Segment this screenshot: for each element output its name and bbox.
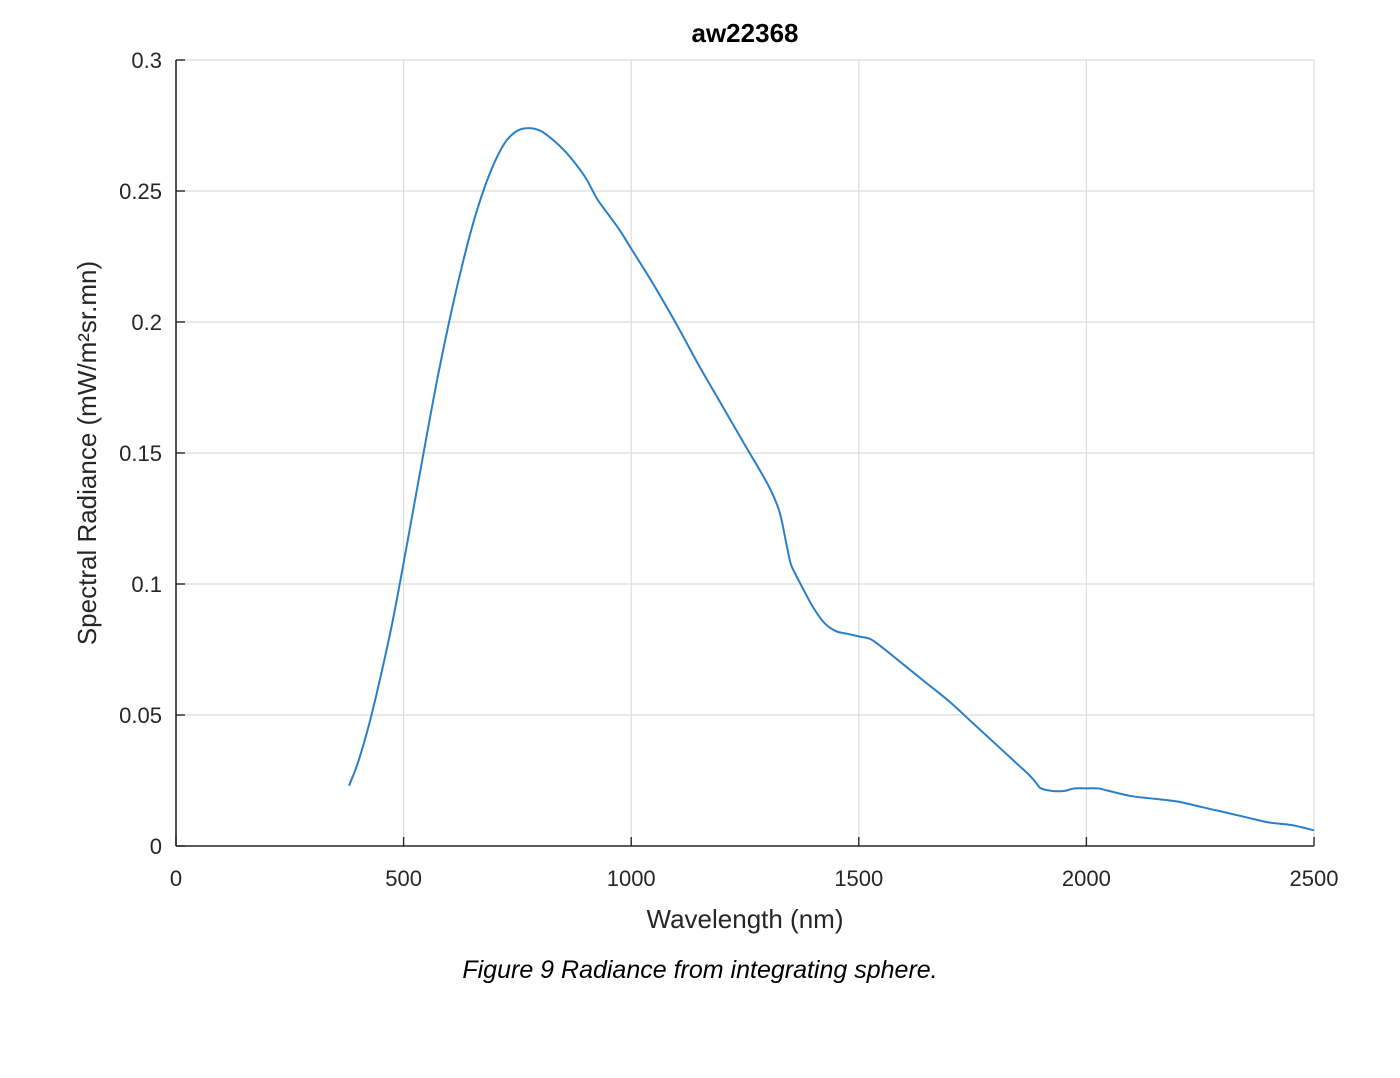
x-tick-label: 500 xyxy=(385,866,422,891)
y-tick-labels: 0 0.05 0.1 0.15 0.2 0.25 0.3 xyxy=(119,48,162,859)
x-tick-label: 2500 xyxy=(1290,866,1339,891)
x-tick-label: 2000 xyxy=(1062,866,1111,891)
y-tick-label: 0.15 xyxy=(119,441,162,466)
figure-caption: Figure 9 Radiance from integrating spher… xyxy=(462,956,938,984)
y-tick-label: 0.3 xyxy=(131,48,162,73)
x-tick-label: 0 xyxy=(170,866,182,891)
axes xyxy=(175,59,1315,847)
chart: 0 500 1000 1500 2000 2500 0 0.05 0.1 0.15 0.2 0.25… xyxy=(72,18,1339,934)
data-series xyxy=(348,127,1315,832)
y-axis-title: Spectral Radiance (mW/m²sr.mn) xyxy=(72,261,102,645)
y-tick-label: 0.2 xyxy=(131,310,162,335)
x-tick-label: 1000 xyxy=(607,866,656,891)
x-tick-label: 1500 xyxy=(834,866,883,891)
x-axis-title: Wavelength (nm) xyxy=(647,904,844,934)
grid xyxy=(176,59,1315,846)
y-tick-label: 0 xyxy=(150,834,162,859)
y-tick-label: 0.1 xyxy=(131,572,162,597)
y-tick-label: 0.05 xyxy=(119,703,162,728)
series-line xyxy=(348,127,1315,832)
x-tick-labels: 0 500 1000 1500 2000 2500 xyxy=(170,866,1339,891)
chart-title: aw22368 xyxy=(692,18,799,48)
y-tick-label: 0.25 xyxy=(119,179,162,204)
